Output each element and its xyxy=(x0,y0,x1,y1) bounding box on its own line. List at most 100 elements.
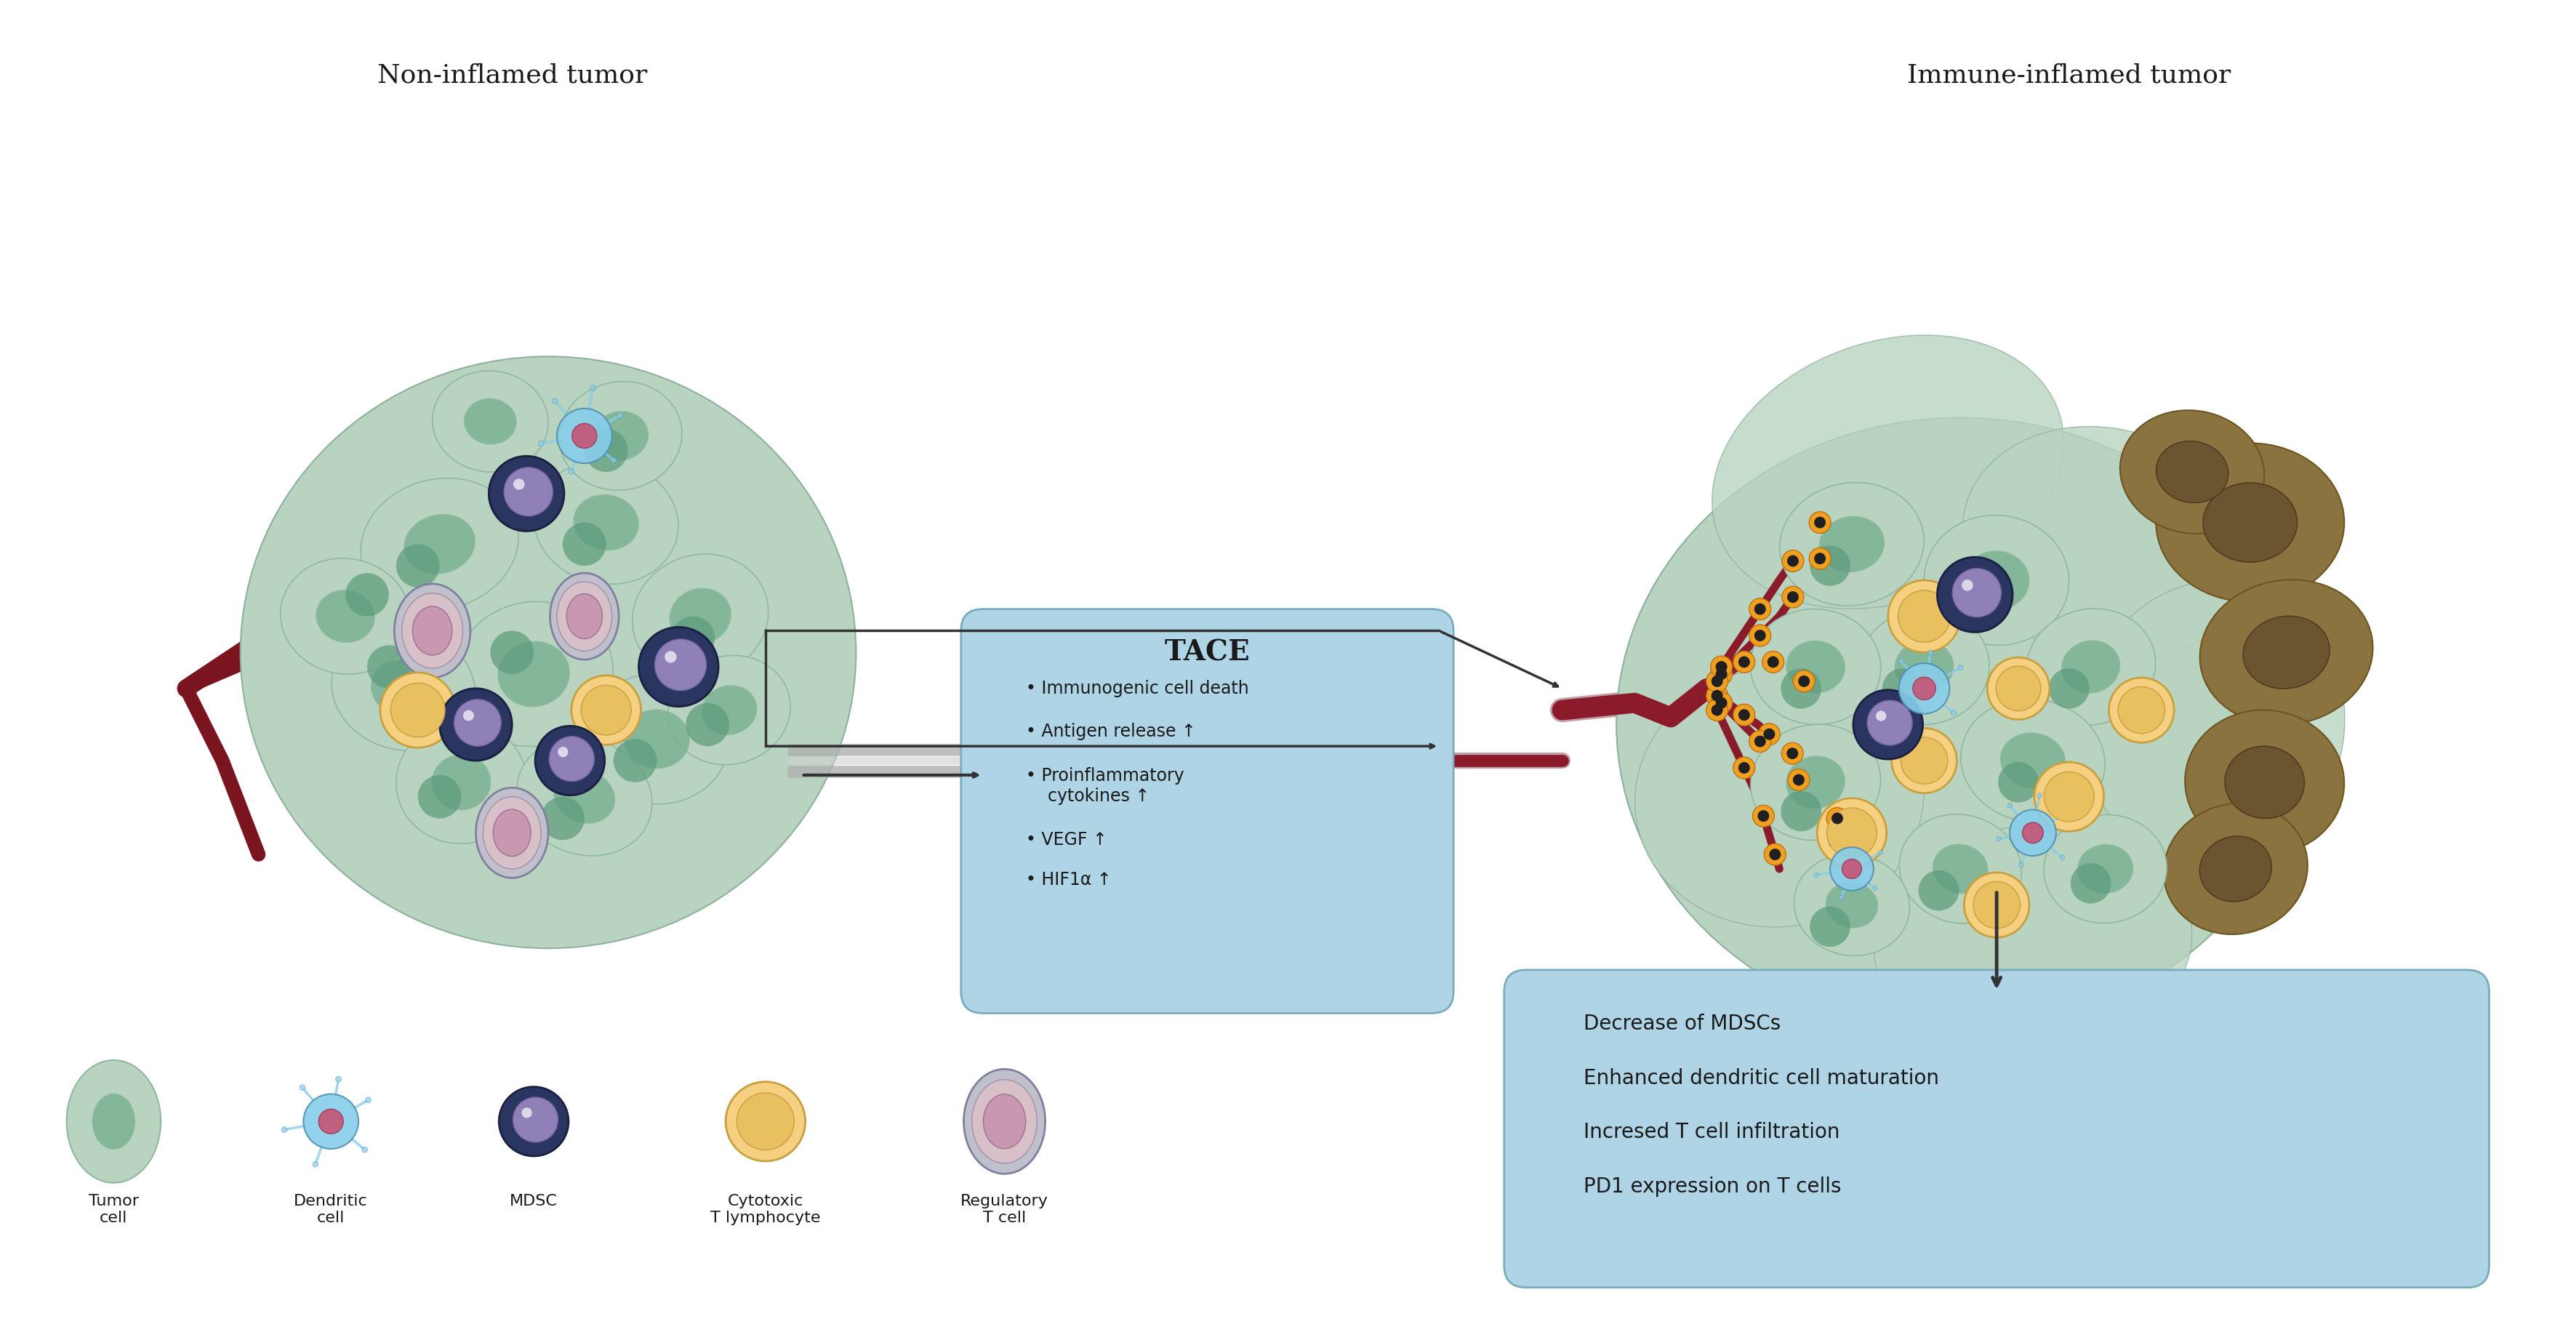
Ellipse shape xyxy=(368,590,585,798)
Ellipse shape xyxy=(1963,427,2249,662)
Circle shape xyxy=(1798,676,1811,688)
Ellipse shape xyxy=(592,411,649,461)
Circle shape xyxy=(546,736,551,741)
Ellipse shape xyxy=(2200,580,2372,725)
Text: Regulatory
T cell: Regulatory T cell xyxy=(961,1194,1048,1225)
FancyBboxPatch shape xyxy=(961,610,1453,1013)
Circle shape xyxy=(590,736,595,741)
Circle shape xyxy=(1971,559,1978,564)
Circle shape xyxy=(1759,724,1780,745)
Circle shape xyxy=(531,1088,536,1093)
Ellipse shape xyxy=(404,514,474,573)
Ellipse shape xyxy=(2244,616,2329,689)
Circle shape xyxy=(2048,669,2089,709)
Ellipse shape xyxy=(2043,815,2166,923)
Ellipse shape xyxy=(443,455,654,681)
Ellipse shape xyxy=(670,588,732,645)
Circle shape xyxy=(1899,663,1950,713)
Circle shape xyxy=(1906,700,1914,705)
Ellipse shape xyxy=(551,573,618,659)
Circle shape xyxy=(1883,669,1922,709)
Circle shape xyxy=(1914,677,1935,700)
Circle shape xyxy=(2110,678,2174,743)
Circle shape xyxy=(1862,700,1868,705)
Circle shape xyxy=(1716,669,1728,680)
Ellipse shape xyxy=(1924,516,2069,645)
Circle shape xyxy=(1963,580,1973,591)
Circle shape xyxy=(2066,810,2071,814)
Ellipse shape xyxy=(482,615,698,837)
Circle shape xyxy=(299,1085,304,1091)
Ellipse shape xyxy=(1873,825,2192,1057)
Circle shape xyxy=(489,631,533,674)
Circle shape xyxy=(1788,591,1798,603)
Circle shape xyxy=(1710,690,1723,701)
Circle shape xyxy=(1767,657,1780,667)
Circle shape xyxy=(1816,798,1886,868)
Circle shape xyxy=(474,689,479,696)
Text: Decrease of MDSCs: Decrease of MDSCs xyxy=(1584,1014,1780,1034)
Circle shape xyxy=(451,744,456,751)
Text: Enhanced dendritic cell maturation: Enhanced dendritic cell maturation xyxy=(1584,1068,1940,1088)
Circle shape xyxy=(1832,813,1842,825)
Circle shape xyxy=(737,1093,793,1150)
Ellipse shape xyxy=(2156,441,2228,502)
Circle shape xyxy=(489,490,497,497)
Ellipse shape xyxy=(1932,845,1989,893)
Ellipse shape xyxy=(93,1093,134,1150)
Text: • Proinflammatory
    cytokines ↑: • Proinflammatory cytokines ↑ xyxy=(1025,767,1185,804)
Circle shape xyxy=(397,544,440,587)
Ellipse shape xyxy=(1826,882,1878,928)
Circle shape xyxy=(2038,794,2043,798)
Circle shape xyxy=(1855,838,1860,842)
Circle shape xyxy=(1917,721,1922,728)
Circle shape xyxy=(590,385,595,391)
Ellipse shape xyxy=(2156,443,2344,602)
Circle shape xyxy=(1937,557,2012,633)
Circle shape xyxy=(1780,669,1821,709)
Ellipse shape xyxy=(1615,418,2306,1031)
Ellipse shape xyxy=(623,709,690,768)
Ellipse shape xyxy=(477,788,549,878)
Ellipse shape xyxy=(497,642,569,706)
Ellipse shape xyxy=(631,555,768,678)
Text: Dendritic
cell: Dendritic cell xyxy=(294,1194,368,1225)
Circle shape xyxy=(1783,587,1803,608)
Circle shape xyxy=(551,398,556,404)
Circle shape xyxy=(500,467,505,473)
Circle shape xyxy=(1765,843,1785,865)
Ellipse shape xyxy=(556,582,613,651)
Circle shape xyxy=(500,1119,505,1124)
Text: Non-inflamed tumor: Non-inflamed tumor xyxy=(376,63,647,87)
Circle shape xyxy=(1927,650,1932,655)
Ellipse shape xyxy=(433,755,489,810)
Circle shape xyxy=(451,698,456,705)
Circle shape xyxy=(556,408,613,463)
Circle shape xyxy=(1783,743,1803,764)
Circle shape xyxy=(1793,670,1816,692)
Circle shape xyxy=(538,441,544,446)
Circle shape xyxy=(1888,580,1960,653)
Circle shape xyxy=(1986,658,2050,720)
Circle shape xyxy=(1868,700,1911,745)
Circle shape xyxy=(611,458,616,463)
Circle shape xyxy=(1963,873,2030,937)
Ellipse shape xyxy=(1960,698,2105,822)
Ellipse shape xyxy=(397,721,526,843)
Circle shape xyxy=(711,663,716,670)
Circle shape xyxy=(510,1097,515,1103)
Circle shape xyxy=(654,639,706,690)
Circle shape xyxy=(1710,676,1723,688)
Circle shape xyxy=(1947,615,1955,622)
Circle shape xyxy=(1855,721,1860,728)
Circle shape xyxy=(417,775,461,818)
Circle shape xyxy=(513,1097,559,1143)
Ellipse shape xyxy=(281,559,410,674)
Circle shape xyxy=(1971,624,1978,631)
Circle shape xyxy=(1705,700,1728,721)
Circle shape xyxy=(536,757,541,763)
Circle shape xyxy=(523,457,531,463)
Text: • VEGF ↑: • VEGF ↑ xyxy=(1025,831,1108,849)
Circle shape xyxy=(567,727,572,732)
Ellipse shape xyxy=(567,594,603,639)
